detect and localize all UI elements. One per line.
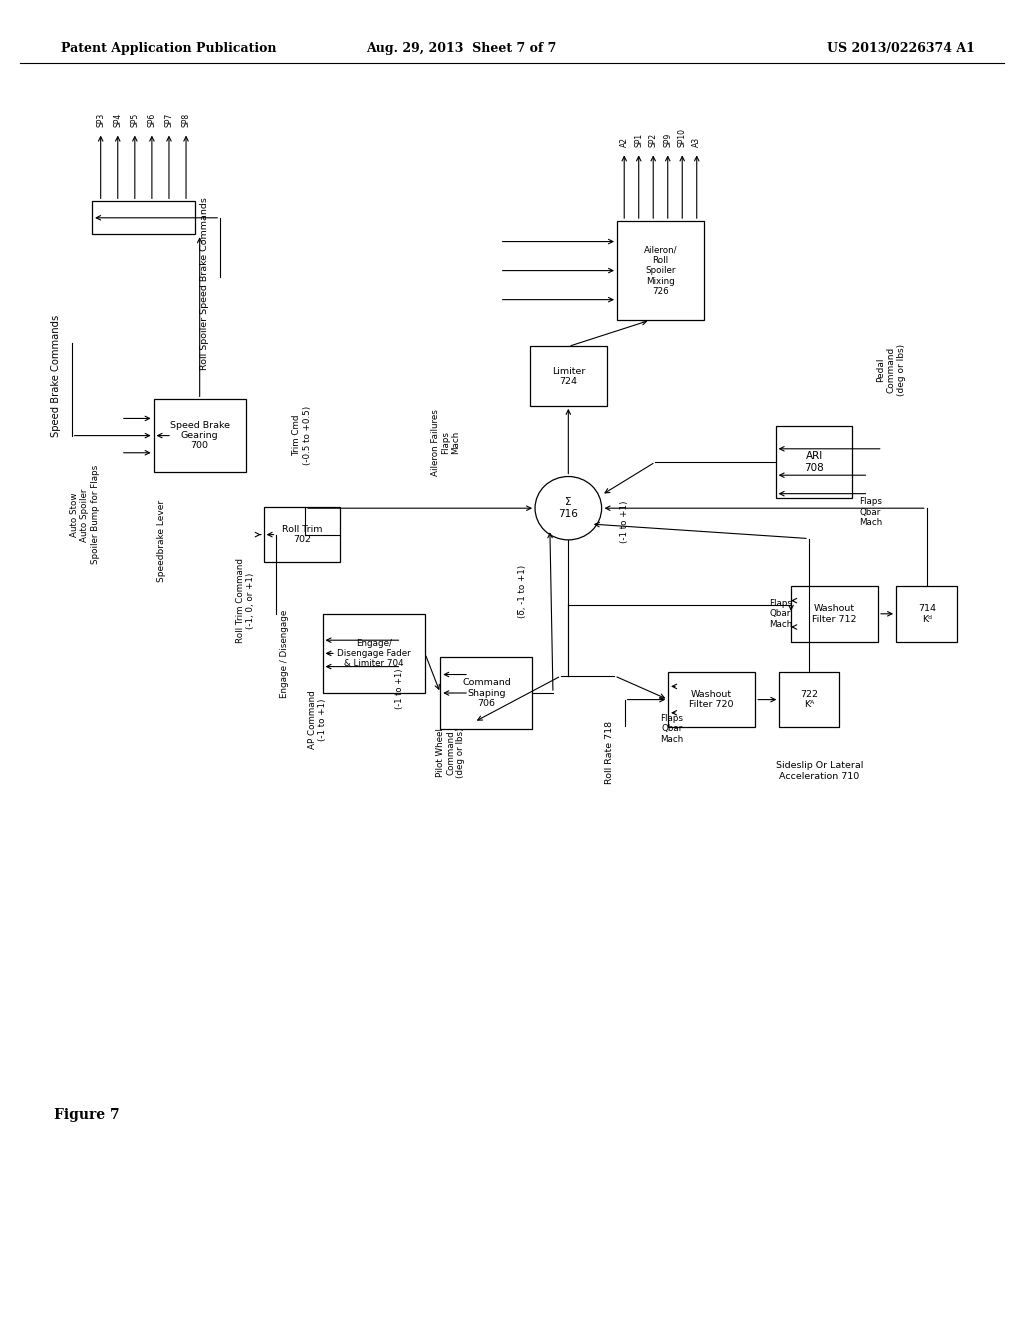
Text: Flaps
Qbar
Mach: Flaps Qbar Mach: [859, 498, 882, 527]
Text: Pedal
Command
(deg or lbs): Pedal Command (deg or lbs): [876, 343, 906, 396]
Text: Aileron/
Roll
Spoiler
Mixing
726: Aileron/ Roll Spoiler Mixing 726: [644, 246, 677, 296]
Bar: [896, 586, 957, 642]
Bar: [154, 399, 246, 471]
Text: (-1 to +1): (-1 to +1): [395, 669, 403, 709]
Bar: [616, 220, 705, 319]
Text: (-1 to +1): (-1 to +1): [621, 500, 629, 543]
Text: SP8: SP8: [181, 114, 190, 128]
Text: SP9: SP9: [664, 133, 672, 147]
Text: Roll Rate 718: Roll Rate 718: [605, 721, 613, 784]
Text: Speedbrake Lever: Speedbrake Lever: [158, 500, 166, 582]
Text: SP3: SP3: [96, 114, 105, 128]
Text: Limiter
724: Limiter 724: [552, 367, 585, 385]
Text: Aileron Failures
Flaps
Mach: Aileron Failures Flaps Mach: [430, 409, 461, 475]
Bar: [779, 672, 839, 727]
Text: SP2: SP2: [649, 133, 657, 147]
Text: A2: A2: [620, 137, 629, 147]
Text: Command
Shaping
706: Command Shaping 706: [462, 678, 511, 708]
Text: Engage / Disengage: Engage / Disengage: [281, 610, 289, 697]
Bar: [92, 201, 195, 235]
Text: Flaps
Qbar
Mach: Flaps Qbar Mach: [660, 714, 683, 743]
Bar: [264, 507, 340, 562]
Text: AP Command
(-1 to +1): AP Command (-1 to +1): [308, 690, 327, 748]
Text: Washout
Filter 712: Washout Filter 712: [812, 605, 857, 623]
Text: Washout
Filter 720: Washout Filter 720: [689, 690, 734, 709]
Text: A3: A3: [692, 137, 701, 147]
Text: Speed Brake
Gearing
700: Speed Brake Gearing 700: [170, 421, 229, 450]
Text: SP7: SP7: [165, 114, 173, 128]
Text: 722
Kᴬ: 722 Kᴬ: [800, 690, 818, 709]
Text: (δ̅, -1 to +1): (δ̅, -1 to +1): [518, 565, 526, 618]
Text: SP1: SP1: [634, 133, 643, 147]
Bar: [791, 586, 878, 642]
Text: Roll Spoiler Speed Brake Commands: Roll Spoiler Speed Brake Commands: [201, 198, 209, 370]
Text: Pilot Wheel
Command
(deg or lbs): Pilot Wheel Command (deg or lbs): [435, 727, 466, 777]
Text: 714
Kᵈ: 714 Kᵈ: [918, 605, 936, 623]
Text: Trim Cmd
(-0.5 to +0.5): Trim Cmd (-0.5 to +0.5): [293, 407, 311, 465]
Text: Roll Trim Command
(-1, 0, or +1): Roll Trim Command (-1, 0, or +1): [237, 558, 255, 643]
Text: SP10: SP10: [678, 128, 687, 147]
Bar: [440, 657, 532, 729]
Text: Σ
716: Σ 716: [558, 498, 579, 519]
Bar: [323, 614, 425, 693]
Bar: [668, 672, 755, 727]
Text: Roll Trim
702: Roll Trim 702: [282, 525, 323, 544]
Text: ARI
708: ARI 708: [804, 451, 824, 473]
Bar: [776, 425, 852, 498]
Text: SP4: SP4: [114, 114, 122, 128]
Text: US 2013/0226374 A1: US 2013/0226374 A1: [827, 42, 975, 55]
Text: Speed Brake Commands: Speed Brake Commands: [51, 315, 61, 437]
Text: Sideslip Or Lateral
Acceleration 710: Sideslip Or Lateral Acceleration 710: [775, 762, 863, 780]
Text: Aug. 29, 2013  Sheet 7 of 7: Aug. 29, 2013 Sheet 7 of 7: [366, 42, 556, 55]
Text: SP6: SP6: [147, 114, 157, 128]
Text: SP5: SP5: [130, 114, 139, 128]
Text: Figure 7: Figure 7: [54, 1109, 120, 1122]
Text: Auto Stow
Auto Spoiler
Spoiler Bump for Flaps: Auto Stow Auto Spoiler Spoiler Bump for …: [70, 465, 100, 565]
Bar: [530, 346, 606, 407]
Text: Engage/
Disengage Fader
& Limiter 704: Engage/ Disengage Fader & Limiter 704: [337, 639, 411, 668]
Text: Flaps
Qbar
Mach: Flaps Qbar Mach: [769, 599, 792, 628]
Text: Patent Application Publication: Patent Application Publication: [61, 42, 276, 55]
